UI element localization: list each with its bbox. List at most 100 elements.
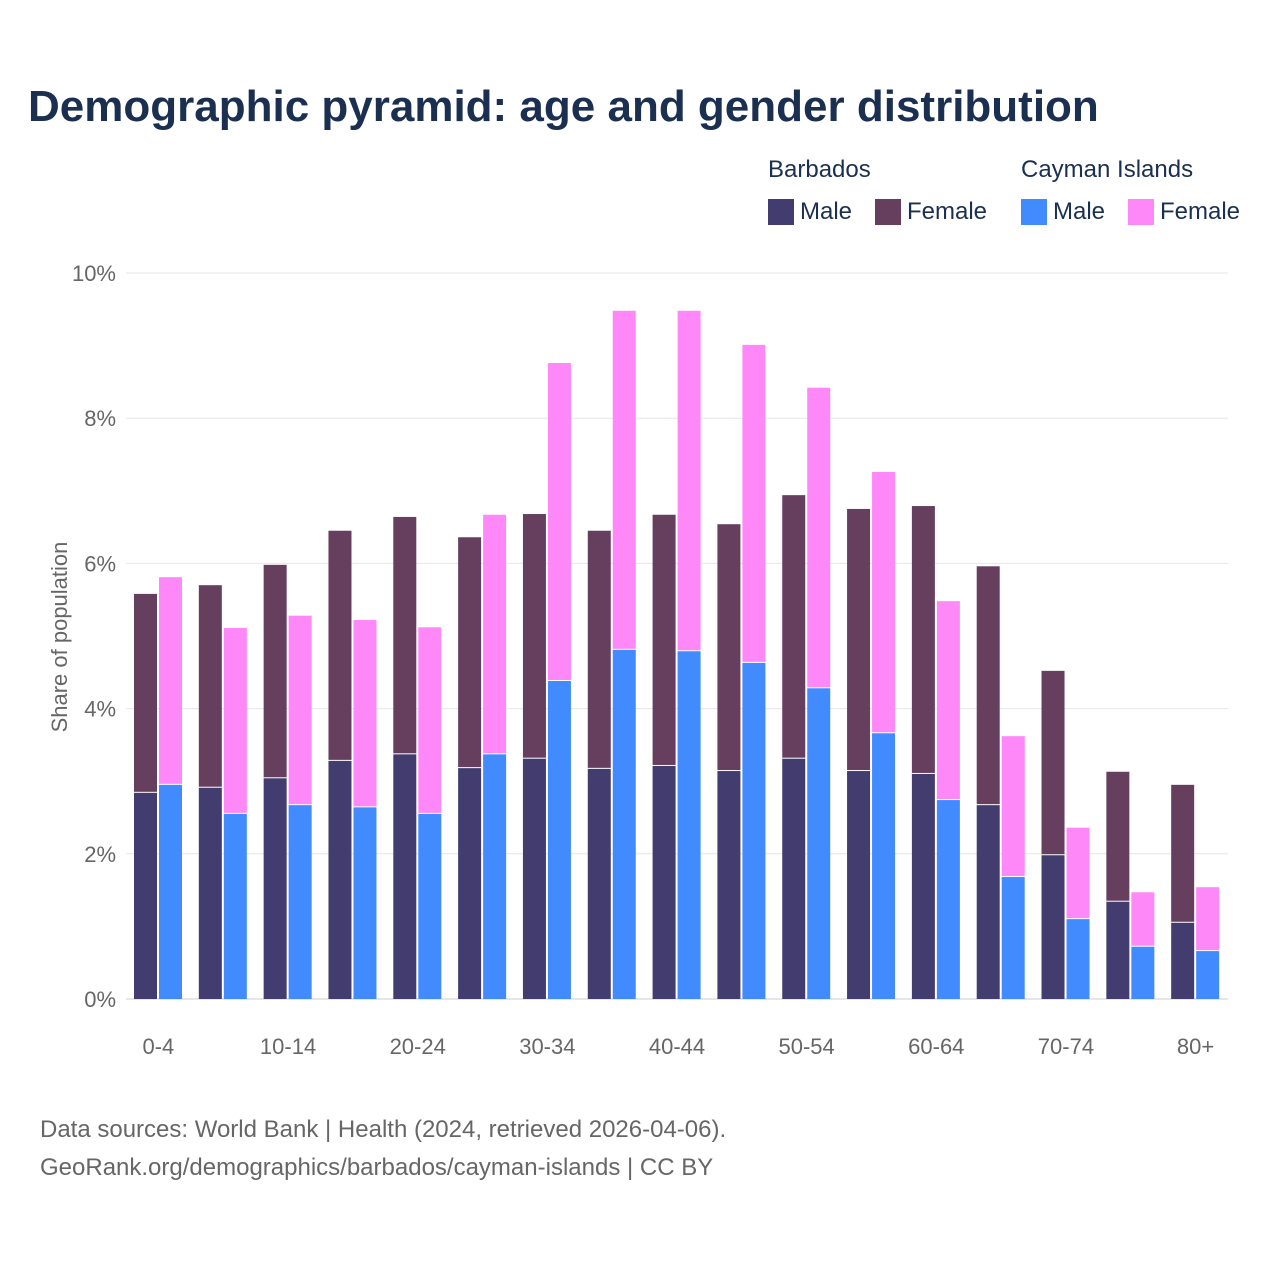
barbados-female-bar (1106, 771, 1130, 901)
cayman-female-bar (547, 363, 571, 681)
y-tick-label: 4% (84, 697, 116, 722)
legend-group-cayman: Cayman Islands (1021, 156, 1194, 183)
barbados-male-bar (522, 758, 546, 999)
cayman-male-bar (483, 754, 507, 999)
barbados-female-bar (911, 506, 935, 773)
barbados-male-bar (782, 758, 806, 999)
barbados-female-bar (328, 530, 352, 760)
cayman-female-bar (742, 344, 766, 662)
x-tick-label: 80+ (1177, 1034, 1214, 1059)
cayman-female-bar (1066, 827, 1090, 919)
legend-group-barbados: Barbados (768, 156, 871, 183)
x-tick-label: 10-14 (260, 1034, 316, 1059)
barbados-male-bar (393, 754, 417, 999)
barbados-male-bar (458, 768, 482, 999)
x-tick-label: 0-4 (143, 1034, 175, 1059)
barbados-female-bar (198, 585, 222, 787)
cayman-female-bar (1196, 887, 1220, 951)
cayman-female-bar (159, 577, 182, 784)
x-tick-label: 70-74 (1038, 1034, 1094, 1059)
cayman-female-bar (677, 310, 701, 651)
barbados-female-bar (587, 530, 611, 768)
cayman-male-bar (159, 784, 182, 999)
cayman-male-bar (872, 733, 896, 999)
y-tick-label: 6% (84, 551, 116, 576)
x-tick-label: 60-64 (908, 1034, 964, 1059)
cayman-female-bar (807, 387, 831, 688)
barbados-male-bar (134, 792, 157, 999)
cayman-male-bar (223, 813, 247, 999)
barbados-female-bar (717, 524, 741, 771)
y-tick-label: 8% (84, 406, 116, 431)
y-tick-label: 10% (72, 261, 116, 286)
chart-title: Demographic pyramid: age and gender dist… (28, 82, 1099, 131)
cayman-male-bar (936, 800, 960, 999)
source-url: GeoRank.org/demographics/barbados/cayman… (40, 1154, 714, 1181)
barbados-female-bar (652, 514, 676, 765)
barbados-female-bar (782, 495, 806, 758)
cayman-female-bar (353, 620, 377, 807)
barbados-female-bar (134, 593, 157, 792)
legend-barbados-female: Female (875, 198, 987, 226)
barbados-male-bar (976, 805, 1000, 999)
cayman-male-bar (677, 651, 701, 999)
cayman-female-bar (418, 627, 442, 813)
x-tick-label: 50-54 (779, 1034, 835, 1059)
barbados-female-bar (458, 537, 482, 768)
cayman-female-bar (872, 471, 896, 733)
barbados-male-bar (847, 771, 871, 999)
legend-barbados-male: Male (768, 198, 852, 226)
barbados-male-bar (328, 760, 352, 999)
barbados-male-bar (263, 778, 287, 999)
cayman-male-bar (1066, 919, 1090, 999)
cayman-male-bar (1001, 877, 1025, 999)
cayman-female-bar (483, 514, 507, 754)
cayman-female-bar (936, 601, 960, 800)
barbados-male-bar (587, 768, 611, 999)
barbados-female-bar (263, 564, 287, 778)
cayman-male-bar (353, 807, 377, 999)
legend-swatch (768, 199, 794, 225)
cayman-female-bar (223, 628, 247, 813)
legend-swatch (1128, 199, 1154, 225)
cayman-female-bar (288, 615, 312, 805)
barbados-female-bar (1171, 784, 1195, 922)
x-tick-label: 20-24 (390, 1034, 446, 1059)
legend-swatch (875, 199, 901, 225)
barbados-female-bar (522, 514, 546, 758)
legend-label: Male (1053, 198, 1106, 225)
source-line: Data sources: World Bank | Health (2024,… (40, 1116, 727, 1143)
barbados-male-bar (652, 765, 676, 999)
barbados-male-bar (911, 773, 935, 999)
cayman-male-bar (807, 688, 831, 999)
cayman-female-bar (1001, 736, 1025, 877)
cayman-male-bar (418, 813, 442, 999)
barbados-female-bar (976, 566, 1000, 805)
y-tick-label: 2% (84, 842, 116, 867)
legend-label: Female (1160, 198, 1241, 225)
cayman-male-bar (288, 805, 312, 999)
x-tick-label: 40-44 (649, 1034, 705, 1059)
cayman-male-bar (1196, 951, 1220, 999)
barbados-male-bar (198, 787, 222, 999)
legend-label: Female (907, 198, 988, 225)
barbados-male-bar (1171, 922, 1195, 999)
cayman-female-bar (1131, 892, 1155, 946)
cayman-male-bar (547, 681, 571, 999)
cayman-male-bar (612, 649, 636, 999)
barbados-female-bar (393, 516, 417, 754)
legend-swatch (1021, 199, 1047, 225)
cayman-male-bar (1131, 946, 1155, 999)
barbados-male-bar (1041, 855, 1065, 999)
barbados-male-bar (1106, 901, 1130, 999)
barbados-female-bar (1041, 670, 1065, 855)
barbados-male-bar (717, 771, 741, 999)
cayman-male-bar (742, 662, 766, 999)
y-tick-label: 0% (84, 987, 116, 1012)
legend-cayman-female: Female (1128, 198, 1240, 226)
x-tick-label: 30-34 (519, 1034, 575, 1059)
legend-cayman-male: Male (1021, 198, 1105, 226)
cayman-female-bar (612, 310, 636, 649)
legend-label: Male (800, 198, 853, 225)
